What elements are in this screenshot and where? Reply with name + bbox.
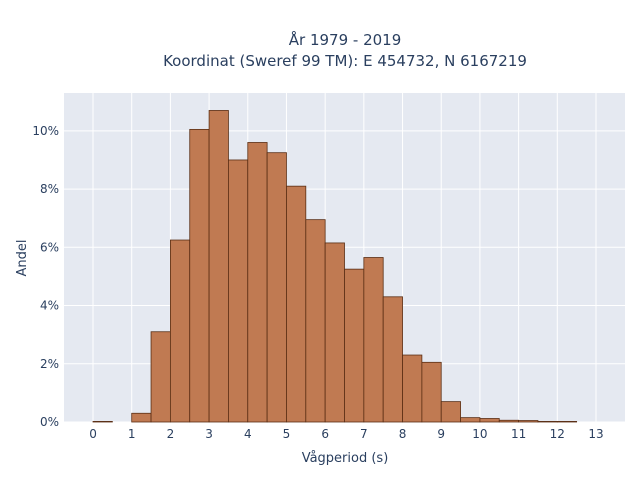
x-tick-label: 13 [588,427,603,441]
y-tick-label: 0% [40,415,59,429]
histogram-bar [208,110,229,423]
histogram-bar [518,420,539,423]
x-tick-label: 11 [511,427,526,441]
histogram-bar [131,412,152,423]
histogram-bar [440,401,461,423]
x-tick-label: 9 [437,427,445,441]
chart-title-line-1: År 1979 - 2019 [289,30,402,49]
histogram-bar [189,128,210,423]
x-tick-label: 12 [550,427,565,441]
histogram-bar [382,296,403,423]
histogram-bar [421,361,442,423]
x-tick-labels: 0 1 2 3 4 5 6 7 8 9 10 11 12 13 [89,427,603,441]
x-tick-label: 3 [205,427,213,441]
histogram-bar [169,239,191,423]
x-tick-label: 1 [128,427,136,441]
histogram-bar [247,142,268,423]
x-tick-label: 7 [360,427,368,441]
x-tick-label: 8 [399,427,407,441]
histogram-bar [324,242,345,423]
histogram-bar [150,331,171,423]
histogram-bar [228,159,249,423]
histogram-bar [537,421,558,423]
histogram-bar [363,257,384,423]
histogram-bar [402,354,423,423]
histogram-bar [479,418,500,423]
histogram-bar [286,185,307,423]
histogram-bar [556,421,578,423]
y-tick-labels: 0% 2% 4% 6% 8% 10% [32,124,59,429]
y-axis-label: Andel [15,240,30,277]
bars [92,110,578,423]
histogram-bar [460,417,481,423]
y-tick-label: 2% [40,357,59,371]
y-tick-label: 8% [40,182,59,196]
y-tick-label: 10% [32,124,59,138]
histogram-bar [266,152,287,423]
y-tick-label: 4% [40,299,59,313]
x-tick-label: 4 [244,427,252,441]
y-tick-label: 6% [40,240,59,254]
x-tick-label: 10 [472,427,487,441]
x-axis-label: Vågperiod (s) [302,451,389,466]
x-tick-label: 2 [167,427,175,441]
histogram-bar [92,421,113,423]
x-tick-label: 0 [89,427,97,441]
histogram-bar [344,268,365,423]
chart-title-line-2: Koordinat (Sweref 99 TM): E 454732, N 61… [163,52,527,70]
histogram-bar [305,219,326,423]
x-tick-label: 5 [283,427,291,441]
x-tick-label: 6 [321,427,329,441]
histogram-bar [498,419,520,423]
